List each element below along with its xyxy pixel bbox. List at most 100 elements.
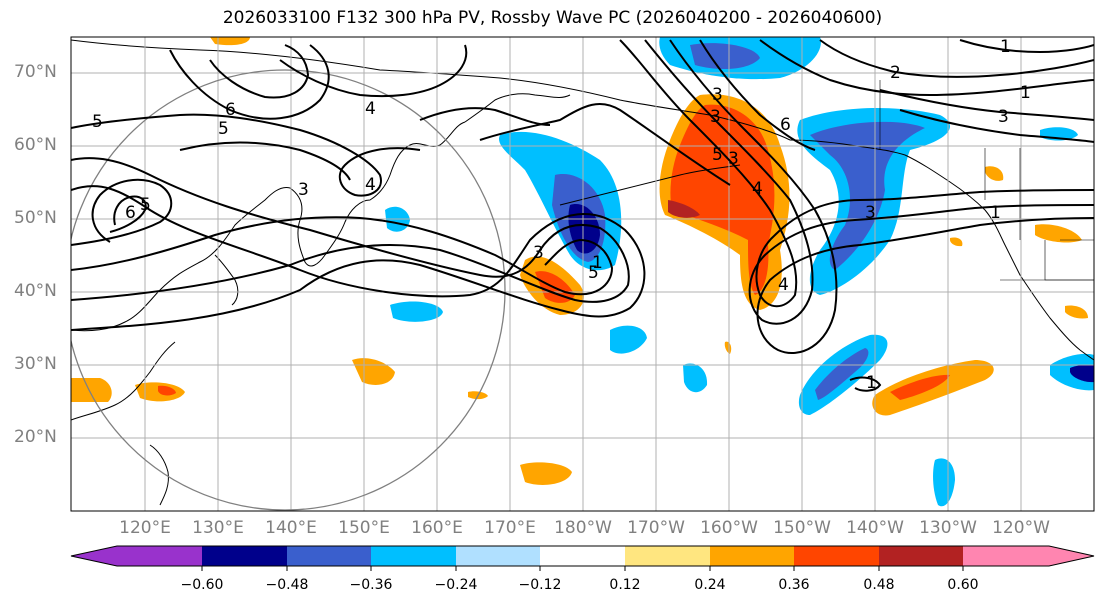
colorbar-extend-high (1049, 546, 1094, 566)
positive-anomaly-region (985, 166, 1004, 181)
positive-anomaly-region (668, 200, 700, 218)
positive-anomaly-region (724, 341, 732, 354)
colorbar-segment (287, 546, 371, 566)
positive-anomaly-region (950, 237, 963, 247)
contour-label: 1 (866, 373, 877, 393)
contour-label: 4 (365, 175, 376, 195)
negative-anomaly-region (690, 43, 760, 70)
positive-anomaly-region (158, 385, 176, 396)
lat-label: 20°N (14, 427, 57, 447)
pv-contour (179, 141, 351, 181)
pv-contour (71, 216, 614, 296)
negative-anomaly-region (810, 121, 925, 270)
negative-anomaly-region (1070, 364, 1094, 383)
positive-anomaly-region (1065, 305, 1088, 319)
lat-label: 70°N (14, 62, 57, 82)
lon-label: 160°E (411, 518, 463, 538)
pv-contour (71, 157, 630, 303)
contour-label: 3 (533, 243, 544, 263)
contour-label: 6 (125, 203, 136, 223)
lat-label: 50°N (14, 208, 57, 228)
pv-contour (849, 376, 882, 392)
contour-label: 6 (225, 100, 236, 120)
japan-coastline (324, 121, 466, 256)
colorbar-segment (456, 546, 540, 566)
colorbar-segment (117, 546, 202, 566)
colorbar-tick-label: −0.12 (518, 577, 562, 593)
colorbar-tick-label: −0.48 (265, 577, 309, 593)
pv-contour (899, 109, 1094, 143)
lat-label: 60°N (14, 135, 57, 155)
korea-coastline (214, 254, 239, 306)
contour-label: 1 (990, 203, 1001, 223)
arctic-coastline (71, 39, 791, 141)
alaska-coastline (789, 139, 1094, 361)
lon-label: 140°E (265, 518, 317, 538)
contour-label: 1 (592, 253, 603, 273)
colorbar-segment (625, 546, 710, 566)
pv-contour (209, 44, 310, 99)
philippines-coastline (149, 444, 169, 506)
china-coastline (71, 341, 176, 421)
negative-anomaly-region (683, 363, 708, 393)
pv-contour (479, 102, 731, 186)
pv-contour (109, 195, 147, 233)
map-frame (70, 36, 1095, 512)
colorbar-tick-label: −0.60 (180, 577, 224, 593)
contour-label: 3 (710, 107, 721, 127)
lon-label: 170°E (484, 518, 536, 538)
lon-label: 140°W (846, 518, 904, 538)
colorbar-extend-low (71, 546, 117, 566)
colorbar-segment (963, 546, 1049, 566)
colorbar-segment (794, 546, 879, 566)
lon-label: 150°W (773, 518, 831, 538)
pv-contour (169, 44, 330, 120)
positive-anomaly-region (71, 378, 112, 402)
positive-anomaly-region (890, 374, 950, 400)
contour-label: 3 (865, 203, 876, 223)
lon-label: 180°W (554, 518, 612, 538)
colorbar-tick-label: 0.24 (694, 577, 726, 593)
aleutian-islands (559, 164, 741, 206)
contour-label: 6 (780, 115, 791, 135)
lon-label: 120°E (119, 518, 171, 538)
colorbar-tick-label: 0.48 (863, 577, 895, 593)
pv-contour (279, 44, 468, 98)
contour-label: 3 (298, 180, 309, 200)
contour-labels: 5 6 5 4 4 3 6 5 3 5 1 3 3 6 5 3 4 4 3 1 … (92, 37, 1031, 393)
colorbar-segment (540, 546, 625, 566)
positive-anomaly-region (210, 37, 250, 46)
pv-contours (71, 39, 1094, 392)
pv-contour (71, 178, 173, 246)
pv-contour (644, 39, 1094, 325)
pv-contour (71, 113, 421, 197)
contour-label: 4 (365, 99, 376, 119)
pv-contour (669, 39, 1094, 355)
contour-label: 5 (712, 145, 723, 165)
contour-label: 5 (140, 195, 151, 215)
colorbar-tick-label: 0.12 (609, 577, 641, 593)
contour-label: 5 (218, 119, 229, 139)
colorbar-segment (202, 546, 287, 566)
coastlines (71, 39, 1094, 506)
lon-label: 120°W (992, 518, 1050, 538)
negative-anomaly-region (390, 301, 443, 322)
lon-label: 130°W (919, 518, 977, 538)
plot-title: 2026033100 F132 300 hPa PV, Rossby Wave … (222, 8, 883, 28)
negative-anomaly-region (815, 348, 869, 400)
positive-anomaly-region (670, 104, 775, 295)
colorbar-tick-label: 0.60 (947, 577, 979, 593)
pv-contour (419, 107, 551, 126)
pv-contour (879, 89, 1094, 121)
colorbar-tick-label: 0.36 (778, 577, 810, 593)
negative-anomaly-region (933, 458, 955, 507)
colorbar-segment (710, 546, 794, 566)
colorbar (70, 545, 1095, 571)
contour-label: 1 (1020, 83, 1031, 103)
lon-label: 170°W (627, 518, 685, 538)
lat-label: 30°N (14, 354, 57, 374)
kamchatka-coastline (464, 93, 571, 123)
negative-anomaly-region (610, 325, 647, 354)
map-content: 5 6 5 4 4 3 6 5 3 5 1 3 3 6 5 3 4 4 3 1 … (71, 37, 1094, 511)
contour-label: 5 (588, 263, 599, 283)
